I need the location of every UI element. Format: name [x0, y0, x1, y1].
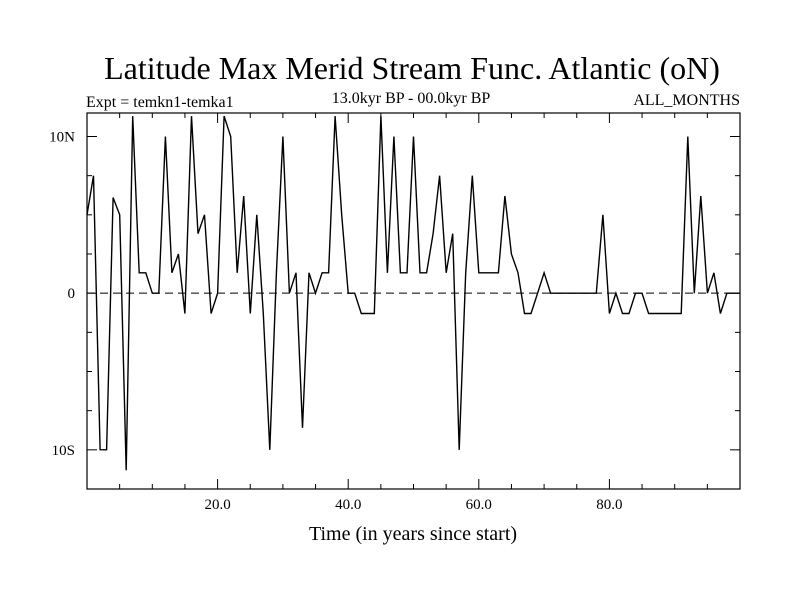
- plot-frame: [86, 112, 741, 490]
- x-tick-label: 80.0: [596, 497, 622, 513]
- x-tick-label: 40.0: [335, 497, 361, 513]
- plot-area: [86, 113, 740, 490]
- series-line: [86, 115, 740, 471]
- y-tick-label: 10N: [49, 130, 75, 146]
- experiment-label: Expt = temkn1-temka1: [86, 94, 234, 111]
- y-tick-label: 10S: [52, 443, 75, 459]
- months-label: ALL_MONTHS: [633, 92, 740, 109]
- chart-title: Latitude Max Merid Stream Func. Atlantic…: [104, 50, 720, 86]
- x-axis-label: Time (in years since start): [309, 523, 517, 545]
- y-tick-label: 0: [68, 286, 76, 302]
- x-tick-label: 60.0: [466, 497, 492, 513]
- period-label: 13.0kyr BP - 00.0kyr BP: [332, 90, 491, 107]
- x-tick-label: 20.0: [204, 497, 230, 513]
